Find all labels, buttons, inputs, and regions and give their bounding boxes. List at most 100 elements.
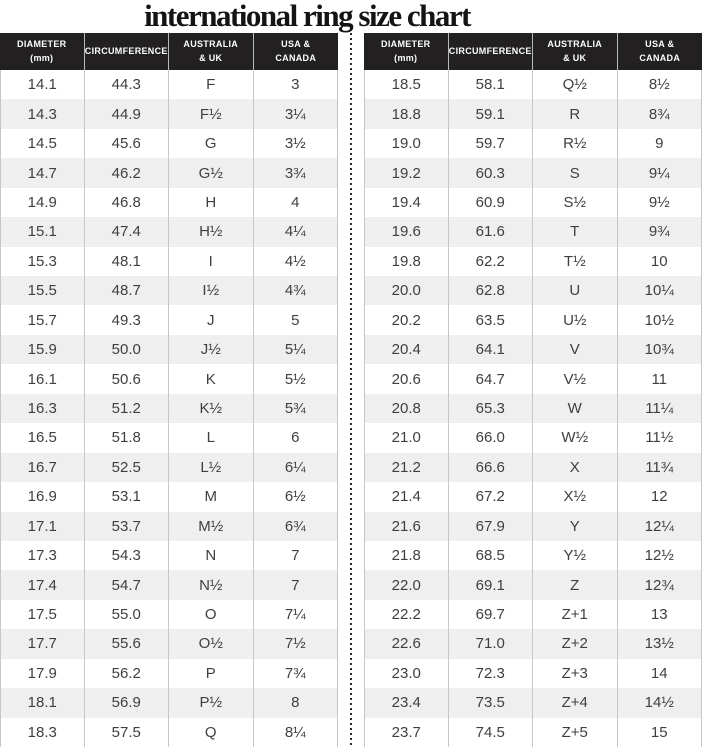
table-row: 19.2 60.3 S 9¼ (364, 158, 702, 188)
cell: 51.8 (85, 423, 169, 453)
cell: 49.3 (85, 305, 169, 335)
cell: 67.2 (449, 482, 533, 512)
table-row: 19.4 60.9 S½ 9½ (364, 187, 702, 218)
cell: 20.6 (364, 364, 449, 394)
cell: 62.2 (449, 246, 533, 277)
cell: 19.0 (364, 128, 449, 159)
table-body: 14.1 44.3 F 3 14.3 44.9 F½ 3¼ 14.5 45.6 G 3½ 14.7 46.… (0, 70, 338, 747)
table-row: 18.5 58.1 Q½ 8½ (364, 70, 702, 100)
cell: M½ (169, 511, 254, 541)
cell: 17.3 (0, 540, 85, 571)
cell: 53.1 (85, 482, 169, 512)
cell: H½ (169, 217, 254, 247)
cell: 6¼ (254, 452, 338, 483)
cell: 64.1 (449, 334, 533, 365)
page-title: international ring size chart (144, 0, 471, 33)
cell: W (533, 393, 618, 424)
cell: 4¾ (254, 276, 338, 306)
cell: J½ (169, 334, 254, 365)
cell: 21.2 (364, 452, 449, 483)
cell: 13½ (618, 629, 702, 659)
table-row: 14.3 44.9 F½ 3¼ (0, 99, 338, 129)
cell: 7½ (254, 629, 338, 659)
table-row: 20.8 65.3 W 11¼ (364, 393, 702, 424)
cell: 14.5 (0, 128, 85, 159)
cell: 19.2 (364, 158, 449, 188)
table-row: 18.3 57.5 Q 8¼ (0, 717, 338, 747)
cell: 54.7 (85, 570, 169, 600)
cell: 5¾ (254, 393, 338, 424)
header-cell: AUSTRALIA & UK (169, 33, 254, 70)
cell: 20.8 (364, 393, 449, 424)
cell: 8 (254, 688, 338, 718)
cell: 72.3 (449, 658, 533, 689)
cell: 16.1 (0, 364, 85, 394)
cell: 69.1 (449, 570, 533, 600)
table-row: 16.1 50.6 K 5½ (0, 364, 338, 394)
cell: 7 (254, 570, 338, 600)
table-row: 21.2 66.6 X 11¾ (364, 452, 702, 483)
cell: W½ (533, 423, 618, 453)
cell: 19.4 (364, 187, 449, 218)
cell: 64.7 (449, 364, 533, 394)
cell: 57.5 (85, 717, 169, 747)
cell: 6 (254, 423, 338, 453)
cell: V (533, 334, 618, 365)
cell: 22.2 (364, 599, 449, 630)
table-header: DIAMETER (mm) CIRCUMFERENCE AUSTRALIA & UK US… (0, 33, 338, 70)
table-row: 14.7 46.2 G½ 3¾ (0, 158, 338, 188)
cell: 18.5 (364, 70, 449, 100)
table-row: 17.5 55.0 O 7¼ (0, 599, 338, 630)
cell: J (169, 305, 254, 335)
cell: 11 (618, 364, 702, 394)
table-row: 18.1 56.9 P½ 8 (0, 688, 338, 718)
cell: X (533, 452, 618, 483)
table-row: 21.6 67.9 Y 12¼ (364, 511, 702, 541)
table-body: 18.5 58.1 Q½ 8½ 18.8 59.1 R 8¾ 19.0 59.7 R½ 9 19.2 60… (364, 70, 702, 747)
cell: 3½ (254, 128, 338, 159)
cell: Y (533, 511, 618, 541)
cell: 17.4 (0, 570, 85, 600)
cell: 21.6 (364, 511, 449, 541)
cell: 63.5 (449, 305, 533, 335)
table-row: 16.3 51.2 K½ 5¾ (0, 393, 338, 424)
cell: 68.5 (449, 540, 533, 571)
cell: 48.1 (85, 246, 169, 277)
cell: 19.8 (364, 246, 449, 277)
cell: 3¼ (254, 99, 338, 129)
cell: 8½ (618, 70, 702, 100)
cell: 15.7 (0, 305, 85, 335)
cell: 14 (618, 658, 702, 689)
cell: 16.5 (0, 423, 85, 453)
cell: T (533, 217, 618, 247)
table-row: 15.7 49.3 J 5 (0, 305, 338, 335)
cell: U (533, 276, 618, 306)
cell: I (169, 246, 254, 277)
cell: Z (533, 570, 618, 600)
cell: 20.4 (364, 334, 449, 365)
table-header: DIAMETER (mm) CIRCUMFERENCE AUSTRALIA & UK US… (364, 33, 702, 70)
table-row: 19.8 62.2 T½ 10 (364, 246, 702, 277)
cell: 69.7 (449, 599, 533, 630)
dotted-divider-line (350, 33, 352, 747)
cell: 4 (254, 187, 338, 218)
cell: 56.9 (85, 688, 169, 718)
header-cell: USA & CANADA (253, 33, 338, 70)
cell: 59.1 (449, 99, 533, 129)
table-row: 22.6 71.0 Z+2 13½ (364, 629, 702, 659)
cell: 14.3 (0, 99, 85, 129)
cell: 15 (618, 717, 702, 747)
table-row: 22.2 69.7 Z+1 13 (364, 599, 702, 630)
cell: 60.3 (449, 158, 533, 188)
cell: 55.6 (85, 629, 169, 659)
cell: 23.4 (364, 688, 449, 718)
table-row: 14.1 44.3 F 3 (0, 70, 338, 100)
cell: 56.2 (85, 658, 169, 689)
table-row: 21.8 68.5 Y½ 12½ (364, 540, 702, 571)
cell: 9¼ (618, 158, 702, 188)
cell: K (169, 364, 254, 394)
cell: 74.5 (449, 717, 533, 747)
table-row: 17.1 53.7 M½ 6¾ (0, 511, 338, 541)
cell: 51.2 (85, 393, 169, 424)
ring-size-table-left: DIAMETER (mm) CIRCUMFERENCE AUSTRALIA & UK US… (0, 33, 338, 747)
